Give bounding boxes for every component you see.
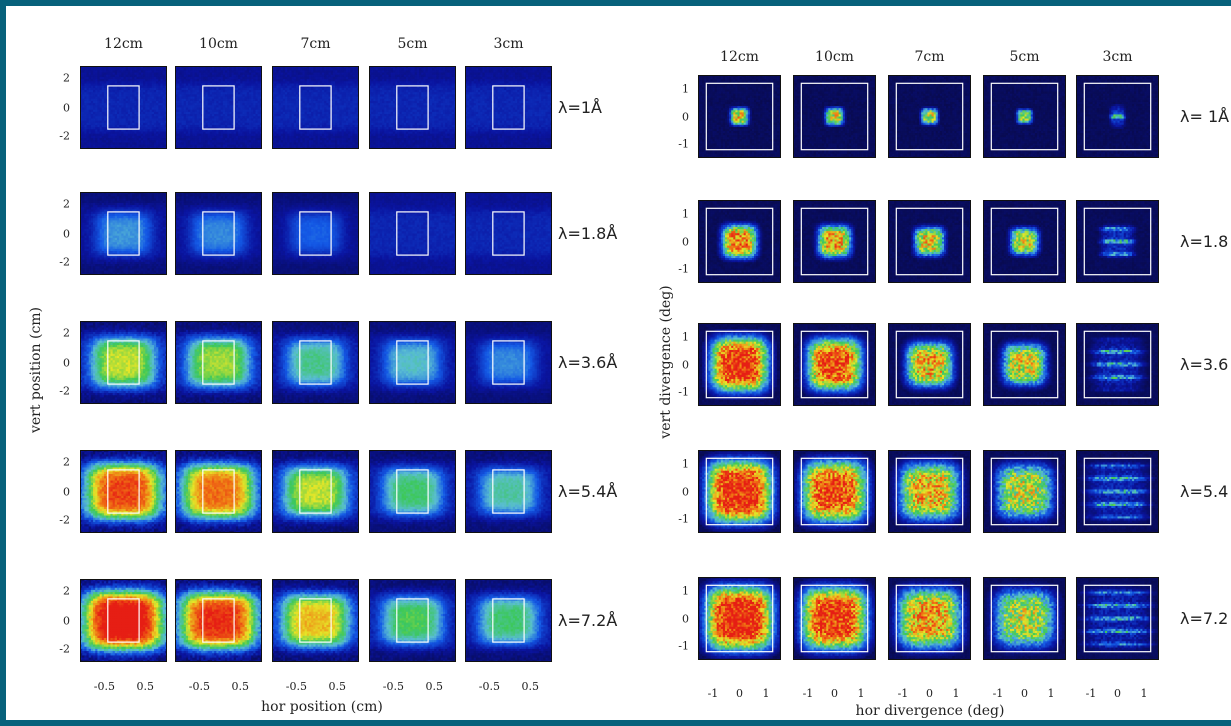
heatmap-svg (80, 66, 167, 149)
heatmap-svg (369, 66, 456, 149)
column-label: 10cm (199, 37, 238, 51)
column-label: 12cm (104, 37, 143, 51)
column-label: 7cm (300, 37, 330, 51)
column-label: 5cm (397, 37, 427, 51)
heatmap-svg (175, 66, 262, 149)
column-label: 3cm (493, 37, 523, 51)
heatmap-panel-left-r0-c2 (272, 66, 359, 149)
heatmap-panel-left-r0-c3 (369, 66, 456, 149)
heatmap-panel-left-r0-c1 (175, 66, 262, 149)
heatmap-panel-left-r0-c0 (80, 66, 167, 149)
heatmap-svg (272, 66, 359, 149)
